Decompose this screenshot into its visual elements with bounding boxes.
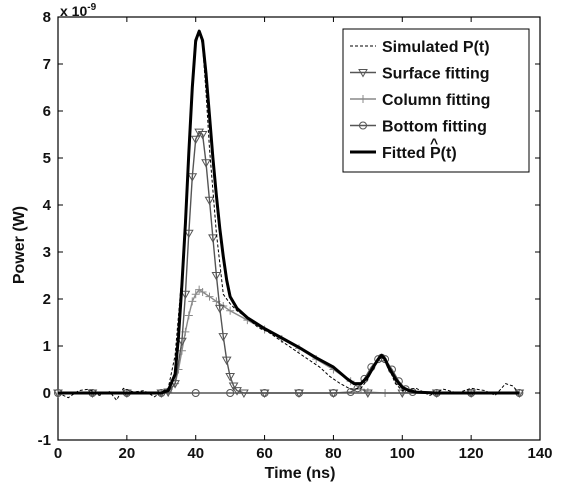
triangle-marker <box>194 128 205 138</box>
x-tick-label: 80 <box>325 445 342 462</box>
plus-marker <box>188 297 197 306</box>
x-axis-label: Time (ns) <box>265 465 336 482</box>
x-tick-label: 20 <box>119 445 136 462</box>
circle-marker <box>359 121 367 130</box>
triangle-marker <box>180 290 191 300</box>
y-tick-label: 1 <box>43 338 51 355</box>
legend-item: Simulated P(t) <box>350 39 490 56</box>
triangle-marker <box>221 356 232 366</box>
circle-marker <box>346 388 355 397</box>
triangle-marker <box>228 382 239 391</box>
plus-marker <box>191 290 200 299</box>
triangle-marker <box>214 304 225 314</box>
triangle-marker <box>197 131 208 140</box>
plus-marker <box>177 346 186 355</box>
triangle-marker <box>232 387 242 396</box>
x-tick-label: 0 <box>54 445 62 462</box>
series-line <box>58 29 520 395</box>
y-tick-label: -1 <box>38 432 51 449</box>
triangle-marker <box>211 272 222 281</box>
series-layer <box>53 29 525 401</box>
triangle-marker <box>328 389 339 399</box>
legend-label: Bottom fitting <box>382 119 487 136</box>
triangle-marker <box>294 389 304 399</box>
legend-item: Surface fitting <box>350 66 490 83</box>
triangle-marker <box>259 389 270 399</box>
plus-marker <box>359 95 367 103</box>
y-exponent-label: x 10-9 <box>60 2 97 19</box>
y-tick-label: 3 <box>43 244 51 261</box>
triangle-marker <box>177 337 187 347</box>
legend-label: Column fitting <box>382 92 490 109</box>
circle-marker <box>191 389 200 397</box>
legend: Simulated P(t) Surface fitting Column fitt… <box>342 28 530 173</box>
series-line <box>57 30 520 401</box>
y-tick-label: 4 <box>43 197 52 214</box>
plus-marker <box>226 306 235 315</box>
circle-marker <box>226 389 235 397</box>
series-simulated-p-t <box>57 30 520 401</box>
legend-item: Column fitting <box>350 92 490 109</box>
legend-box <box>342 28 530 173</box>
y-tick-label: 0 <box>43 385 51 402</box>
legend-item: Bottom fitting <box>350 119 487 136</box>
y-exponent-power: -9 <box>87 2 96 13</box>
triangle-marker <box>358 69 368 78</box>
x-tick-label: 60 <box>256 445 273 462</box>
triangle-marker <box>183 229 194 239</box>
series-line <box>58 131 520 394</box>
y-tick-label: 2 <box>43 291 51 308</box>
y-axis-label: Power (W) <box>11 206 28 284</box>
triangle-marker <box>362 389 373 399</box>
y-tick-label: 5 <box>43 150 51 167</box>
legend-label: Fitted P(t) <box>382 145 457 162</box>
x-tick-label: 120 <box>459 445 484 462</box>
triangle-marker <box>208 234 218 243</box>
triangle-marker <box>204 196 215 206</box>
x-tick-label: 100 <box>390 445 415 462</box>
legend-label: Surface fitting <box>382 66 490 83</box>
legend-label: Simulated P(t) <box>382 39 490 56</box>
triangle-marker <box>218 333 229 342</box>
triangle-marker <box>187 173 198 182</box>
y-tick-label: 7 <box>43 56 51 73</box>
x-tick-label: 40 <box>187 445 204 462</box>
legend-hat: ^ <box>430 135 438 151</box>
triangle-marker <box>170 380 180 389</box>
x-tick-label: 140 <box>527 445 552 462</box>
triangle-marker <box>201 159 211 168</box>
legend-item: Fitted P(t)^ <box>350 135 457 162</box>
series-fitted-p-t <box>58 29 520 395</box>
triangle-marker <box>239 389 249 399</box>
plus-marker <box>205 292 214 301</box>
triangle-marker <box>225 373 236 382</box>
y-tick-label: 8 <box>43 9 51 26</box>
triangle-marker <box>190 135 201 145</box>
plus-marker <box>198 287 207 296</box>
plus-marker <box>184 311 193 320</box>
y-tick-label: 6 <box>43 103 51 120</box>
